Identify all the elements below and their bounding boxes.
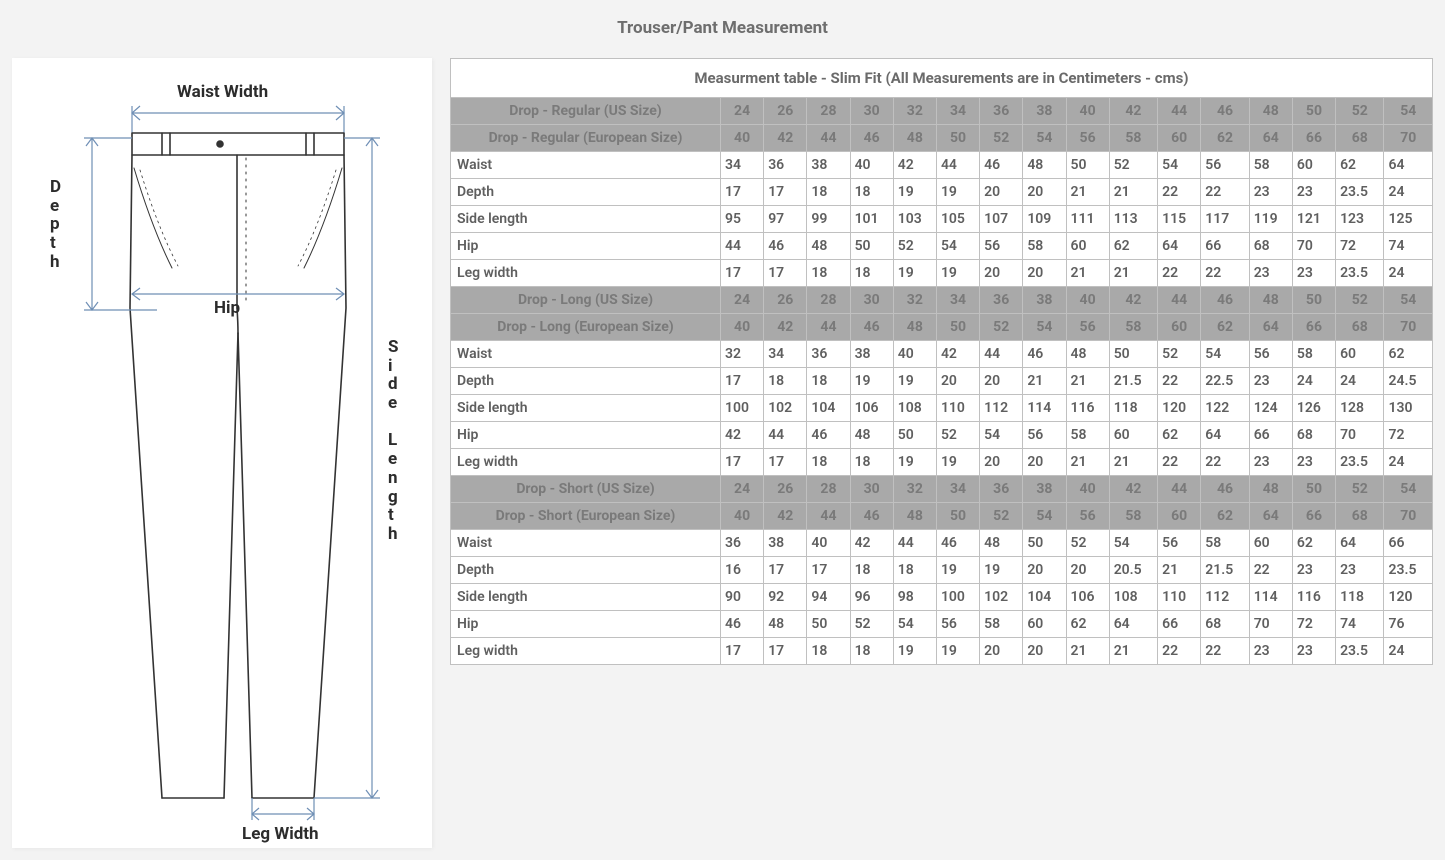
table-row: Depth16171718181919202020.52121.52223232… [451,557,1433,584]
table-row: Hip46485052545658606264666870727476 [451,611,1433,638]
label-hip: Hip [214,298,240,318]
label-waist-width: Waist Width [177,82,268,102]
table-row: Leg width171718181919202021212222232323.… [451,449,1433,476]
header-eu-short: Drop - Short (European Size)404244464850… [451,503,1433,530]
table-row: Side length95979910110310510710911111311… [451,206,1433,233]
trouser-svg [12,58,432,848]
header-eu-long: Drop - Long (European Size)4042444648505… [451,314,1433,341]
table-row: Depth171718181919202021212222232323.524 [451,179,1433,206]
label-leg-width: Leg Width [242,824,319,844]
table-row: Hip44464850525456586062646668707274 [451,233,1433,260]
measurement-table: Measurment table - Slim Fit (All Measure… [450,58,1433,665]
table-row: Waist32343638404244464850525456586062 [451,341,1433,368]
table-row: Side length90929496981001021041061081101… [451,584,1433,611]
table-row: Side length10010210410610811011211411611… [451,395,1433,422]
table-row: Leg width171718181919202021212222232323.… [451,260,1433,287]
table-row: Waist34363840424446485052545658606264 [451,152,1433,179]
table-row: Waist36384042444648505254565860626466 [451,530,1433,557]
header-eu-regular: Drop - Regular (European Size)4042444648… [451,125,1433,152]
table-row: Leg width171718181919202021212222232323.… [451,638,1433,665]
table-row: Hip42444648505254565860626466687072 [451,422,1433,449]
measurement-table-wrap: Measurment table - Slim Fit (All Measure… [450,58,1433,665]
header-us-short: Drop - Short (US Size)242628303234363840… [451,476,1433,503]
label-side-length: Side Length [388,338,398,544]
header-us-regular: Drop - Regular (US Size)2426283032343638… [451,98,1433,125]
table-caption-row: Measurment table - Slim Fit (All Measure… [451,59,1433,98]
label-depth: Depth [50,178,61,271]
page-title: Trouser/Pant Measurement [12,18,1433,38]
trouser-diagram: Waist Width Depth Hip Side Length Leg Wi… [12,58,432,848]
table-row: Depth17181819192020212121.52222.52324242… [451,368,1433,395]
content-layout: Waist Width Depth Hip Side Length Leg Wi… [12,58,1433,848]
header-us-long: Drop - Long (US Size)2426283032343638404… [451,287,1433,314]
